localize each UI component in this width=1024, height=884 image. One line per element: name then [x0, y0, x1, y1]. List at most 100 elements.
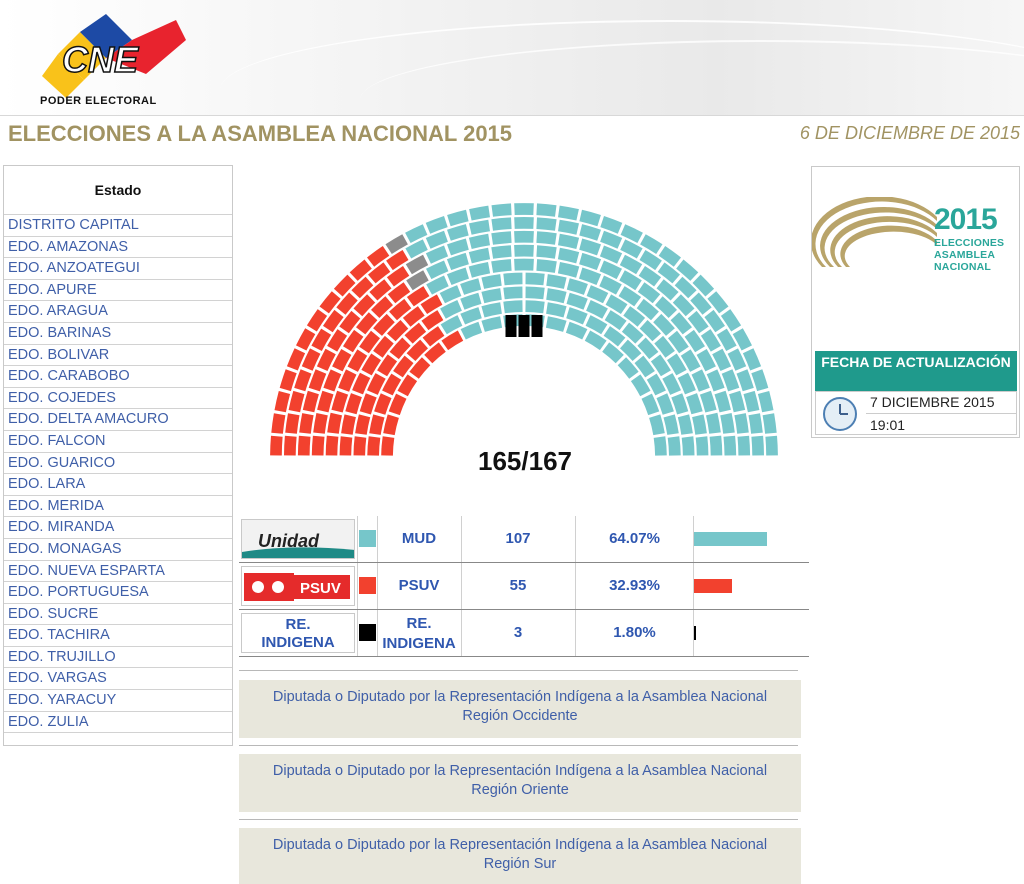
state-item[interactable]: EDO. BARINAS — [4, 323, 232, 345]
seat — [546, 274, 567, 289]
seat — [491, 245, 512, 259]
seat — [751, 369, 769, 392]
state-list: DISTRITO CAPITAL EDO. AMAZONAS EDO. ANZOAT… — [4, 215, 232, 734]
page-header: CNE PODER ELECTORAL — [0, 0, 1024, 116]
region-line2: Región Occidente — [462, 708, 578, 724]
seat — [657, 262, 680, 284]
seat — [406, 286, 430, 307]
seat — [737, 435, 751, 456]
seat — [319, 291, 341, 314]
seat — [351, 276, 374, 299]
state-item[interactable]: EDO. GUARICO — [4, 453, 232, 475]
seat — [371, 296, 393, 318]
seat — [646, 373, 666, 396]
seat — [306, 309, 328, 332]
seat — [468, 233, 490, 249]
seat — [387, 320, 409, 342]
state-item[interactable]: EDO. VARGAS — [4, 668, 232, 691]
state-item[interactable]: EDO. TRUJILLO — [4, 647, 232, 669]
seat — [630, 374, 651, 397]
region-line2: Región Sur — [483, 856, 557, 872]
state-item[interactable]: EDO. ANZOATEGUI — [4, 258, 232, 280]
party-logo: RE. INDIGENA — [241, 613, 355, 653]
seat — [301, 348, 321, 371]
seat — [721, 369, 740, 392]
party-percentage: 1.80% — [613, 624, 656, 641]
state-item[interactable]: EDO. FALCON — [4, 431, 232, 453]
cne-logo[interactable]: CNE — [36, 14, 196, 110]
indigenous-region-occidente-button[interactable]: Diputada o Diputado por la Representació… — [239, 680, 801, 738]
seat — [425, 230, 448, 249]
seat — [284, 435, 297, 456]
party-logo: PSUV — [241, 566, 355, 606]
seat — [656, 393, 674, 415]
divider — [693, 563, 694, 609]
seat — [640, 234, 663, 254]
state-item[interactable]: EDO. DELTA AMACURO — [4, 409, 232, 431]
seat — [536, 245, 557, 259]
seat — [345, 393, 362, 415]
state-item[interactable]: EDO. MONAGAS — [4, 539, 232, 561]
seat — [397, 374, 418, 397]
state-item[interactable]: EDO. MERIDA — [4, 496, 232, 518]
state-item[interactable]: EDO. LARA — [4, 474, 232, 496]
seat — [422, 326, 445, 347]
seat — [691, 369, 710, 392]
seat — [650, 354, 671, 377]
party-color-swatch — [359, 624, 376, 641]
seat — [720, 309, 742, 332]
state-item[interactable]: EDO. COJEDES — [4, 388, 232, 410]
party-seats: 55 — [509, 577, 527, 594]
seat — [641, 393, 660, 416]
seat — [557, 262, 580, 278]
seat — [349, 259, 372, 281]
state-item[interactable]: EDO. SUCRE — [4, 604, 232, 626]
divider — [866, 413, 1016, 414]
seat — [308, 369, 327, 392]
state-item[interactable]: EDO. TACHIRA — [4, 625, 232, 647]
seat — [696, 349, 716, 372]
seat — [706, 412, 721, 434]
state-item[interactable]: EDO. BOLIVAR — [4, 345, 232, 367]
seat — [536, 259, 557, 273]
seat — [460, 307, 482, 325]
state-item[interactable]: DISTRITO CAPITAL — [4, 215, 232, 237]
region-line1: Diputada o Diputado por la Representació… — [272, 763, 768, 779]
state-item[interactable]: EDO. CARABOBO — [4, 366, 232, 388]
seat — [406, 339, 428, 361]
seat — [579, 209, 601, 227]
state-item[interactable]: EDO. AMAZONAS — [4, 237, 232, 259]
seat — [566, 307, 588, 325]
state-item[interactable]: EDO. YARACUY — [4, 690, 232, 712]
update-date: 7 DICIEMBRE 2015 — [870, 394, 995, 410]
seat — [599, 245, 623, 264]
seat — [503, 272, 523, 286]
state-item[interactable]: EDO. PORTUGUESA — [4, 582, 232, 604]
state-item[interactable]: EDO. MIRANDA — [4, 517, 232, 539]
seat — [649, 414, 665, 436]
seat — [402, 306, 425, 327]
seat — [367, 373, 386, 395]
indigenous-region-sur-button[interactable]: Diputada o Diputado por la Representació… — [239, 828, 801, 884]
seat — [405, 239, 428, 259]
seat — [692, 274, 715, 297]
seat — [302, 390, 319, 413]
seat — [355, 414, 371, 435]
divider — [357, 516, 358, 562]
seat — [584, 330, 607, 351]
seat — [604, 310, 627, 331]
seat — [389, 337, 411, 360]
seat — [311, 435, 325, 456]
seat — [296, 328, 316, 351]
seat — [690, 292, 712, 315]
state-item[interactable]: EDO. APURE — [4, 280, 232, 302]
party-name: RE. INDIGENA — [382, 615, 456, 652]
state-item[interactable]: EDO. ARAGUA — [4, 301, 232, 323]
seat — [447, 238, 469, 256]
state-item[interactable]: EDO. ZULIA — [4, 712, 232, 734]
divider — [377, 563, 378, 609]
seat-indigena — [505, 315, 517, 337]
state-item[interactable]: EDO. NUEVA ESPARTA — [4, 561, 232, 583]
seat — [389, 298, 412, 321]
indigenous-region-oriente-button[interactable]: Diputada o Diputado por la Representació… — [239, 754, 801, 812]
